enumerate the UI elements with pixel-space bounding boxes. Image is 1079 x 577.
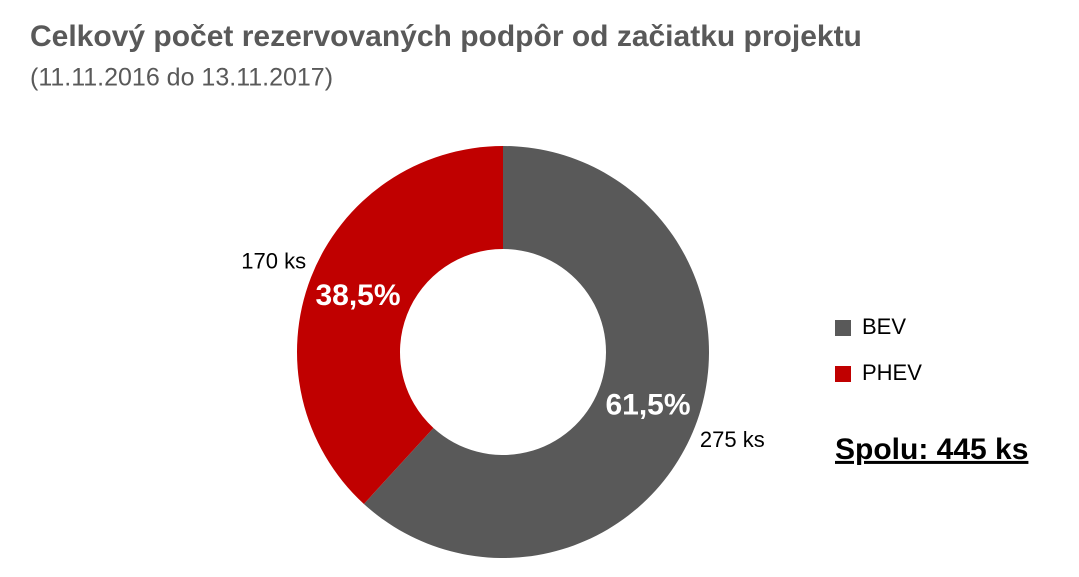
- legend-swatch: [835, 320, 851, 336]
- share-label: 38,5%: [315, 279, 400, 312]
- donut-slice: [296, 146, 503, 504]
- share-label: 61,5%: [605, 389, 690, 422]
- total-annotation: Spolu: 445 ks: [835, 433, 1028, 466]
- value-label: 170 ks: [241, 249, 306, 274]
- legend-label: BEV: [862, 314, 906, 339]
- value-label: 275 ks: [700, 427, 765, 452]
- chart-subtitle: (11.11.2016 do 13.11.2017): [30, 64, 333, 92]
- legend-label: PHEV: [862, 360, 922, 385]
- donut-slice: [363, 146, 710, 558]
- chart-title: Celkový počet rezervovaných podpôr od za…: [30, 20, 862, 53]
- legend-swatch: [835, 366, 851, 382]
